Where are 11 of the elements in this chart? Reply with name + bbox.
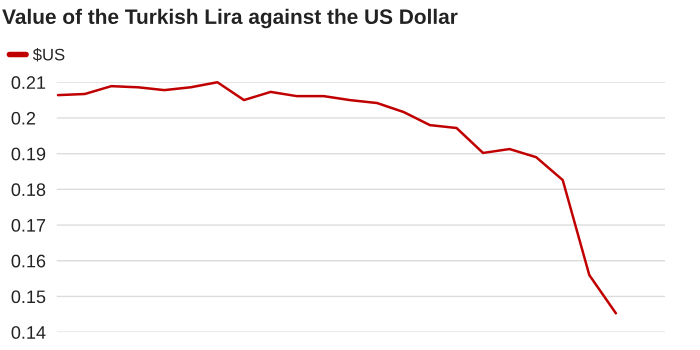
- y-tick-label: 0.19: [12, 148, 46, 160]
- line-series: [56, 81, 618, 314]
- chart-title: Value of the Turkish Lira against the US Dollar: [2, 8, 458, 28]
- y-tick-label: 0.15: [12, 290, 46, 304]
- y-tick-label: 0.17: [12, 218, 46, 232]
- y-tick-label: 0.2: [12, 112, 36, 125]
- y-tick-label: 0.18: [12, 183, 46, 196]
- legend-label: $US: [32, 48, 64, 62]
- y-tick-label: 0.14: [12, 326, 46, 339]
- y-tick-label: 0.16: [12, 254, 46, 268]
- y-tick-label: 0.21: [12, 76, 46, 89]
